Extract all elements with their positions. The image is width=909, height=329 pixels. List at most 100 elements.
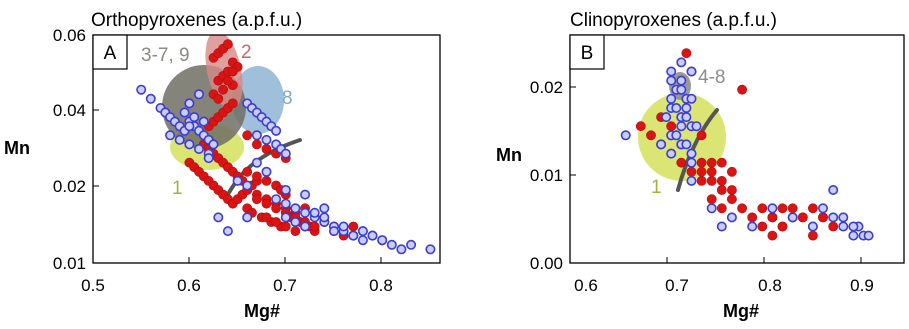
chart-b-blue-point	[620, 130, 631, 141]
chart-a-red-point	[222, 75, 233, 86]
chart-b-blue-point	[656, 139, 667, 150]
chart-a-blue-point	[425, 244, 436, 255]
chart-a-blue-point	[338, 221, 349, 232]
chart-b-y-tick-label: 0.02	[530, 78, 563, 97]
chart-a-red-point	[261, 198, 272, 209]
chart-b-red-point	[706, 175, 717, 186]
chart-a-field-label-2: 2	[241, 42, 252, 63]
chart-a-blue-point	[251, 157, 262, 168]
chart-b-red-point	[676, 157, 687, 168]
chart-b-blue-point	[747, 221, 758, 232]
chart-a-blue-point	[280, 198, 291, 209]
chart-b-blue-point	[807, 221, 818, 232]
chart-a-y-tick-label: 0.02	[53, 177, 86, 196]
chart-b-x-tick-label: 0.8	[758, 276, 782, 295]
chart-b-points	[620, 48, 874, 241]
chart-a-blue-point	[290, 217, 301, 228]
chart-a-y-tick-label: 0.04	[53, 101, 86, 120]
chart-a-title: Orthopyroxenes (a.p.f.u.)	[91, 10, 302, 31]
chart-a-red-point	[348, 221, 359, 232]
chart-b-red-point	[696, 130, 707, 141]
chart-a-blue-point	[309, 207, 320, 218]
chart-a-points	[136, 39, 436, 255]
chart-a-blue-point	[222, 226, 233, 237]
chart-b-y-axis-label: Mn	[496, 145, 522, 165]
chart-a-red-point	[227, 66, 238, 77]
chart-b-blue-point	[686, 175, 697, 186]
chart-b-red-point	[686, 166, 697, 177]
chart-a-red-point	[251, 139, 262, 150]
chart-b-x-tick-label: 0.9	[850, 276, 874, 295]
chart-a-red-point	[261, 144, 272, 154]
chart-a-blue-point	[319, 203, 330, 214]
chart-a-letter-box	[92, 34, 128, 70]
chart-b-blue-point	[686, 93, 697, 104]
chart-b-x-tick-label: 0.7	[665, 276, 689, 295]
chart-b-red-point	[808, 230, 818, 241]
chart-b-blue-point	[838, 221, 849, 232]
chart-a-blue-point	[261, 166, 272, 177]
chart-a-red-point	[271, 217, 281, 227]
chart-a-blue-point	[184, 98, 195, 109]
chart-a-boundary-curve	[224, 138, 302, 200]
chart-b-field-label-4-8: 4-8	[698, 67, 725, 88]
chart-a-blue-point	[367, 230, 378, 241]
chart-b-blue-point	[661, 112, 672, 123]
chart-b-red-point	[696, 157, 707, 168]
chart-b-red-point	[716, 157, 727, 168]
chart-a-red-point	[218, 84, 228, 95]
chart-b-blue-point	[848, 221, 859, 232]
chart-b-blue-point	[686, 157, 697, 168]
chart-a-field-8	[232, 66, 284, 134]
chart-b-title: Clinopyroxenes (a.p.f.u.)	[570, 10, 777, 31]
chart-a-red-point	[227, 98, 238, 109]
chart-a-blue-point	[348, 230, 359, 241]
chart-b-red-point	[716, 185, 727, 195]
chart-b-red-point	[737, 203, 747, 214]
chart-a-blue-point	[386, 239, 397, 250]
chart-b-x-axis-label: Mg#	[723, 301, 759, 321]
chart-a-y-tick-label: 0.01	[53, 254, 86, 273]
chart-a-blue-point	[300, 207, 311, 218]
chart-a-red-point	[261, 212, 272, 223]
chart-b-blue-point	[828, 212, 839, 223]
chart-b-red-point	[706, 166, 717, 177]
chart-a-blue-point	[290, 203, 301, 214]
chart-b-red-point	[757, 203, 768, 214]
chart-b-red-point	[767, 230, 778, 241]
chart-b-letter-box	[569, 34, 605, 70]
chart-a-field-label-3-7-9: 3-7, 9	[141, 45, 190, 66]
chart-b-red-point	[777, 221, 788, 232]
chart-a-blue-point	[174, 134, 185, 145]
chart-b-red-point	[666, 121, 677, 132]
chart-b-red-point	[696, 175, 707, 186]
chart-b-red-point	[716, 175, 727, 186]
chart-a-plot-frame	[92, 34, 441, 264]
chart-a-blue-point	[271, 125, 282, 136]
chart-b-red-point	[797, 212, 808, 223]
chart-a-blue-point	[406, 239, 417, 250]
chart-a-red-point	[309, 221, 320, 232]
chart-a-blue-point	[189, 112, 200, 123]
chart-b-red-point	[828, 221, 839, 232]
chart-b-blue-point	[676, 84, 687, 95]
chart-b-blue-point	[666, 93, 677, 104]
chart-a-blue-point	[165, 130, 176, 141]
chart-a-x-tick-label: 0.8	[369, 276, 393, 295]
chart-b-red-point	[767, 212, 778, 223]
chart-b-blue-point	[838, 212, 849, 223]
chart-b-blue-point	[676, 75, 687, 86]
chart-a-blue-point	[396, 244, 407, 255]
chart-a-blue-point	[232, 175, 243, 186]
chart-a-red-point	[213, 93, 224, 104]
chart-a-x-tick-label: 0.6	[177, 276, 201, 295]
chart-a-blue-point	[145, 93, 156, 104]
chart-a-panel-letter: A	[104, 43, 117, 64]
chart-b-blue-point	[817, 203, 828, 214]
chart-a-blue-point	[179, 107, 190, 118]
chart-b-blue-point	[676, 121, 687, 132]
chart-a-blue-point	[203, 153, 214, 164]
chart-a-blue-point	[357, 226, 368, 237]
chart-a-blue-point	[251, 130, 262, 141]
